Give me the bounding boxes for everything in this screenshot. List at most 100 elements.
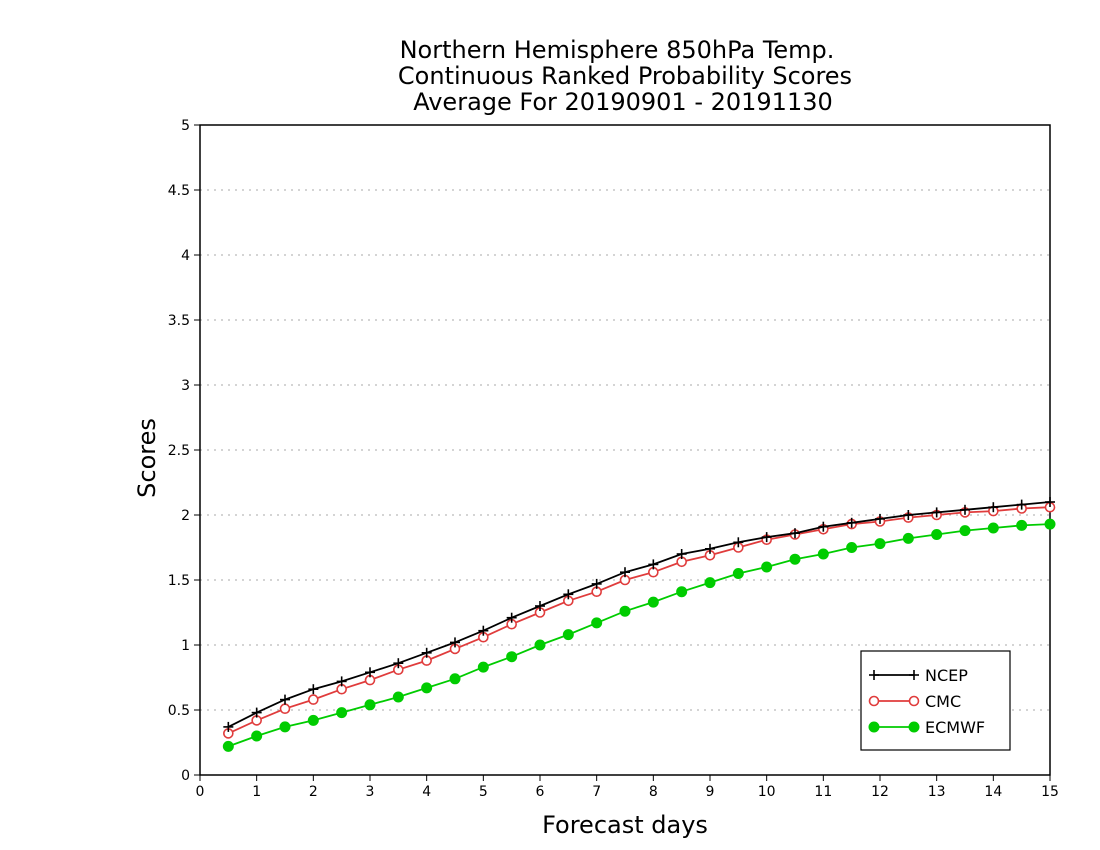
data-point bbox=[336, 676, 347, 687]
x-tick-label: 11 bbox=[814, 784, 832, 800]
data-point bbox=[223, 721, 234, 732]
data-point bbox=[705, 543, 715, 554]
data-point bbox=[591, 617, 603, 629]
x-tick-label: 13 bbox=[928, 784, 946, 800]
data-point bbox=[308, 694, 319, 705]
title-line-1: Northern Hemisphere 850hPa Temp. bbox=[400, 36, 835, 64]
data-point bbox=[364, 699, 376, 711]
data-point bbox=[222, 740, 234, 752]
x-tick-label: 2 bbox=[309, 784, 318, 800]
data-point bbox=[909, 670, 919, 680]
legend-label: NCEP bbox=[925, 666, 968, 685]
x-tick-label: 1 bbox=[252, 784, 261, 800]
data-point bbox=[1044, 518, 1056, 530]
data-point bbox=[392, 691, 404, 703]
data-point bbox=[874, 538, 886, 550]
x-tick-label: 14 bbox=[984, 784, 1002, 800]
data-point bbox=[619, 605, 631, 617]
data-point bbox=[648, 559, 659, 570]
data-point bbox=[761, 561, 773, 573]
data-point bbox=[279, 721, 291, 733]
series-ncep bbox=[223, 497, 1055, 732]
data-point bbox=[506, 612, 517, 623]
series-cmc bbox=[223, 501, 1056, 739]
x-tick-label: 0 bbox=[196, 784, 205, 800]
data-point bbox=[931, 507, 942, 518]
x-tick-label: 3 bbox=[366, 784, 375, 800]
y-axis-title: Scores bbox=[133, 418, 161, 498]
data-point bbox=[868, 721, 880, 733]
data-point bbox=[959, 525, 971, 537]
data-point bbox=[908, 695, 920, 707]
series-ecmwf bbox=[222, 518, 1056, 752]
y-tick-label: 5 bbox=[181, 118, 190, 134]
data-point bbox=[869, 670, 879, 680]
data-point bbox=[421, 647, 432, 658]
data-point bbox=[393, 658, 404, 669]
data-point bbox=[676, 586, 688, 598]
data-point bbox=[875, 513, 885, 524]
data-point bbox=[307, 714, 319, 726]
x-tick-label: 7 bbox=[592, 784, 601, 800]
data-point bbox=[251, 730, 263, 742]
y-tick-label: 4 bbox=[181, 248, 190, 264]
x-axis: 0 1 2 3 4 5 6 7 8 9 10 11 12 13 14 15 bbox=[196, 775, 1059, 800]
data-point bbox=[1016, 519, 1028, 531]
data-point bbox=[902, 532, 914, 544]
data-point bbox=[931, 529, 943, 540]
y-tick-label: 3 bbox=[181, 378, 190, 394]
x-tick-label: 10 bbox=[758, 784, 776, 800]
data-point bbox=[365, 667, 375, 678]
data-point bbox=[336, 707, 348, 719]
data-point bbox=[987, 522, 999, 534]
data-point bbox=[534, 639, 546, 651]
x-tick-label: 15 bbox=[1041, 784, 1059, 800]
data-point bbox=[732, 568, 744, 579]
data-point bbox=[817, 548, 829, 560]
y-tick-label: 0.5 bbox=[168, 703, 190, 719]
y-tick-label: 2.5 bbox=[168, 443, 190, 459]
y-tick-label: 3.5 bbox=[168, 313, 190, 329]
y-tick-label: 2 bbox=[181, 508, 190, 524]
data-point bbox=[733, 537, 744, 548]
chart-title: Northern Hemisphere 850hPa Temp. Continu… bbox=[398, 36, 852, 116]
legend-item-ncep: NCEP bbox=[869, 666, 968, 685]
y-tick-label: 1.5 bbox=[168, 573, 190, 589]
y-tick-label: 4.5 bbox=[168, 183, 190, 199]
series-layer bbox=[222, 497, 1056, 752]
data-point bbox=[450, 637, 460, 648]
x-tick-label: 12 bbox=[871, 784, 889, 800]
data-point bbox=[562, 629, 574, 641]
title-line-2: Continuous Ranked Probability Scores bbox=[398, 62, 852, 90]
data-point bbox=[704, 577, 716, 589]
x-tick-label: 6 bbox=[536, 784, 545, 800]
data-point bbox=[591, 578, 602, 589]
data-point bbox=[279, 703, 291, 715]
title-line-3: Average For 20190901 - 20191130 bbox=[413, 88, 833, 116]
data-point bbox=[868, 695, 880, 707]
data-point bbox=[308, 684, 319, 695]
data-point bbox=[988, 502, 999, 513]
data-point bbox=[647, 596, 659, 608]
data-point bbox=[676, 549, 687, 559]
data-point bbox=[790, 528, 800, 539]
x-tick-label: 5 bbox=[479, 784, 488, 800]
x-axis-title: Forecast days bbox=[542, 811, 708, 839]
grid-lines bbox=[200, 189, 1050, 711]
data-point bbox=[251, 707, 262, 718]
legend-label: ECMWF bbox=[925, 718, 985, 737]
y-tick-label: 0 bbox=[181, 768, 190, 784]
data-point bbox=[1016, 499, 1027, 510]
data-point bbox=[846, 517, 857, 528]
legend-label: CMC bbox=[925, 692, 961, 711]
data-point bbox=[789, 553, 801, 565]
data-point bbox=[903, 510, 914, 520]
data-point bbox=[1045, 497, 1055, 507]
data-point bbox=[421, 682, 433, 694]
data-point bbox=[478, 625, 489, 636]
x-tick-label: 8 bbox=[649, 784, 658, 800]
legend: NCEP CMC ECMWF bbox=[860, 650, 1011, 751]
data-point bbox=[908, 721, 920, 733]
legend-item-ecmwf: ECMWF bbox=[868, 718, 985, 737]
